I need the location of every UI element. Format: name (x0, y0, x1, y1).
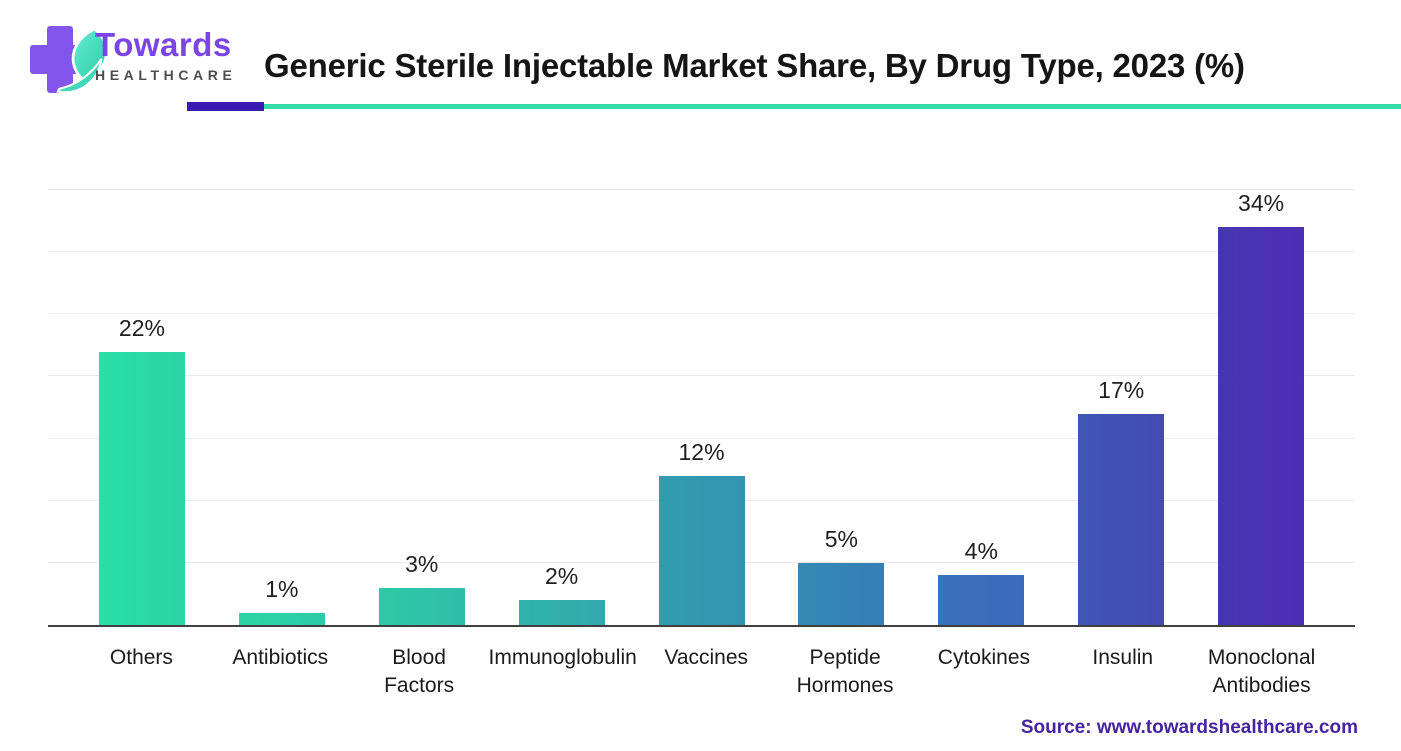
category-label-monoclonal-antibodies: Monoclonal Antibodies (1192, 644, 1331, 700)
category-label-others: Others (72, 644, 211, 700)
category-label-insulin: Insulin (1053, 644, 1192, 700)
category-label-line: Cytokines (937, 646, 1030, 669)
bar-antibiotics (238, 612, 325, 625)
bar-blood-factors (378, 587, 465, 625)
category-label-line: Antibodies (1212, 674, 1311, 697)
bar-group-blood-factors: 3% (352, 190, 492, 625)
bar-group-immunoglobulin: 2% (492, 190, 632, 625)
category-label-cytokines: Cytokines (914, 644, 1053, 700)
category-label-line: Factors (384, 674, 455, 697)
bar-group-others: 22% (72, 190, 212, 625)
logo-brand-name: Towards (95, 26, 232, 63)
source-link[interactable]: Source: www.towardshealthcare.com (1020, 717, 1358, 738)
healthcare-cross-icon (47, 26, 73, 93)
bar-value-label: 3% (405, 550, 439, 577)
logo-mark (30, 24, 122, 96)
bar-value-label: 2% (544, 563, 579, 590)
category-label-line: Others (109, 646, 173, 669)
category-label-antibiotics: Antibiotics (211, 644, 350, 700)
bar-value-label: 17% (1098, 376, 1145, 403)
leaf-icon (56, 27, 108, 94)
category-label-line: Monoclonal (1207, 646, 1316, 669)
bar-value-label: 12% (678, 438, 725, 465)
chart-title: Generic Sterile Injectable Market Share,… (264, 47, 1245, 84)
bar-value-label: 5% (824, 525, 859, 552)
plot-area: 22% 1% 3% 2% 12% 5% 4% 17% 34% (48, 189, 1355, 627)
gridline-30 (48, 251, 1355, 253)
bar-monoclonal-antibodies (1218, 227, 1305, 625)
bar-group-cytokines: 4% (911, 190, 1051, 625)
towards-healthcare-logo: Towards HEALTHCARE (30, 24, 260, 96)
bar-group-monoclonal-antibodies: 34% (1191, 190, 1331, 625)
category-label-line: Hormones (796, 674, 894, 697)
gridline-25 (48, 313, 1355, 315)
category-label-immunoglobulin: Immunoglobulin (489, 644, 637, 700)
logo-brand-subtitle: HEALTHCARE (95, 67, 237, 83)
bar-group-peptide-hormones: 5% (771, 190, 911, 625)
title-divider (187, 101, 1401, 112)
bar-insulin (1078, 413, 1165, 625)
bar-others (98, 351, 185, 625)
bar-cytokines (938, 575, 1025, 625)
bar-group-insulin: 17% (1051, 190, 1191, 625)
gridline-35 (48, 189, 1355, 190)
category-label-line: Peptide (809, 646, 881, 669)
category-label-peptide-hormones: Peptide Hormones (776, 644, 915, 700)
bars-row: 22% 1% 3% 2% 12% 5% 4% 17% 34% (48, 190, 1355, 625)
bar-value-label: 34% (1238, 190, 1285, 216)
category-label-vaccines: Vaccines (637, 644, 776, 700)
divider-purple-segment (187, 102, 264, 111)
gridline-15 (48, 437, 1355, 439)
category-labels-row: Others Antibiotics Blood Factors Immunoglobu… (48, 644, 1355, 700)
category-label-line: Immunoglobulin (488, 646, 637, 669)
category-label-line: Blood (392, 646, 446, 669)
category-label-line: Vaccines (664, 646, 749, 669)
logo-text: Towards HEALTHCARE (95, 26, 260, 84)
bar-value-label: 4% (964, 538, 998, 565)
bar-immunoglobulin (518, 600, 605, 625)
category-label-blood-factors: Blood Factors (350, 644, 489, 700)
bar-group-vaccines: 12% (632, 190, 772, 625)
x-axis-line (48, 625, 1355, 627)
category-label-line: Insulin (1092, 646, 1154, 669)
divider-teal-segment (264, 104, 1401, 109)
bar-group-antibiotics: 1% (212, 190, 352, 625)
bar-value-label: 1% (265, 575, 299, 602)
bar-peptide-hormones (798, 562, 885, 625)
bar-vaccines (658, 475, 745, 625)
bar-value-label: 22% (118, 314, 165, 341)
gridline-20 (48, 375, 1355, 377)
category-label-line: Antibiotics (232, 646, 329, 669)
